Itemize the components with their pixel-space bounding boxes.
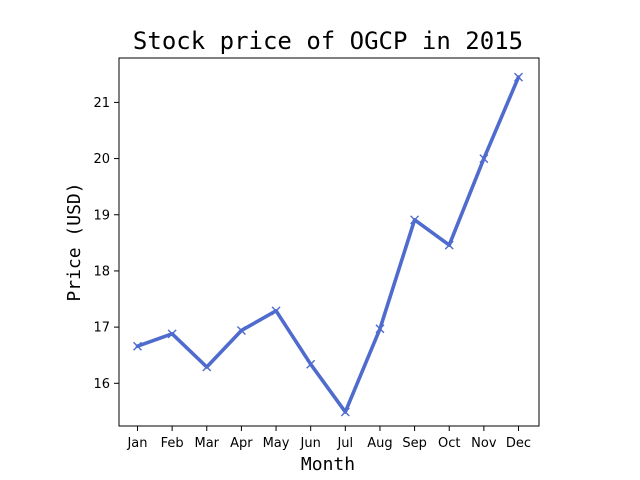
x-tick-label: May [263,436,290,451]
data-point [410,215,420,225]
y-tick-label: 17 [93,321,110,336]
data-point [514,72,523,82]
y-axis-title: Price (USD) [64,182,85,301]
data-point [444,240,454,250]
x-tick-label: Sep [402,436,427,451]
x-tick-label: Dec [506,436,531,451]
data-point [306,359,316,369]
x-tick-label: Mar [195,436,220,451]
series-line [135,75,521,414]
data-point [202,362,212,372]
x-tick-label: Oct [438,436,460,451]
x-tick-label: Nov [471,436,497,451]
x-axis: Jan Feb Mar Apr May Jun Jul Aug Sep Oct Nov Dec [126,426,531,451]
y-tick-label: 20 [93,152,110,167]
y-axis: 16 17 18 19 20 21 [93,96,119,392]
data-point [375,324,385,334]
chart-title: Stock price of OGCP in 2015 [133,27,523,55]
x-tick-label: Aug [367,436,392,451]
x-tick-label: Jul [336,436,353,451]
series-layer [133,72,523,417]
data-point [271,306,281,316]
y-tick-label: 19 [93,208,110,223]
y-tick-label: 16 [93,377,110,392]
data-point [340,407,350,417]
data-point [167,329,177,339]
data-point [236,325,246,335]
x-tick-label: Jan [126,436,147,451]
x-tick-label: Jun [300,436,321,451]
data-point [133,341,142,351]
x-tick-label: Feb [161,436,184,451]
y-tick-label: 18 [93,264,110,279]
x-axis-title: Month [301,454,355,475]
x-tick-label: Apr [230,436,253,451]
data-point [479,154,489,164]
y-tick-label: 21 [93,96,110,111]
plot-frame [118,57,540,427]
